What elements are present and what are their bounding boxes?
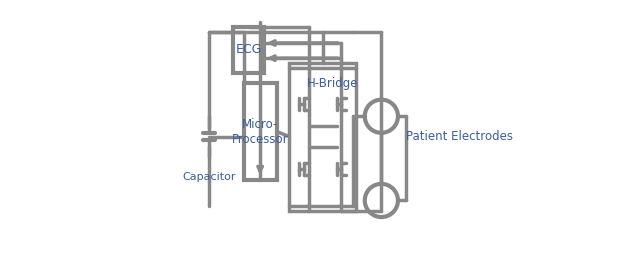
FancyBboxPatch shape — [244, 83, 277, 180]
Text: ECG: ECG — [236, 43, 262, 57]
Text: Capacitor: Capacitor — [182, 172, 236, 182]
Text: Patient Electrodes: Patient Electrodes — [406, 130, 513, 143]
FancyBboxPatch shape — [289, 63, 356, 211]
Text: H-Bridge: H-Bridge — [307, 77, 359, 90]
Text: Micro-
Processor: Micro- Processor — [232, 118, 289, 146]
FancyBboxPatch shape — [233, 27, 264, 73]
